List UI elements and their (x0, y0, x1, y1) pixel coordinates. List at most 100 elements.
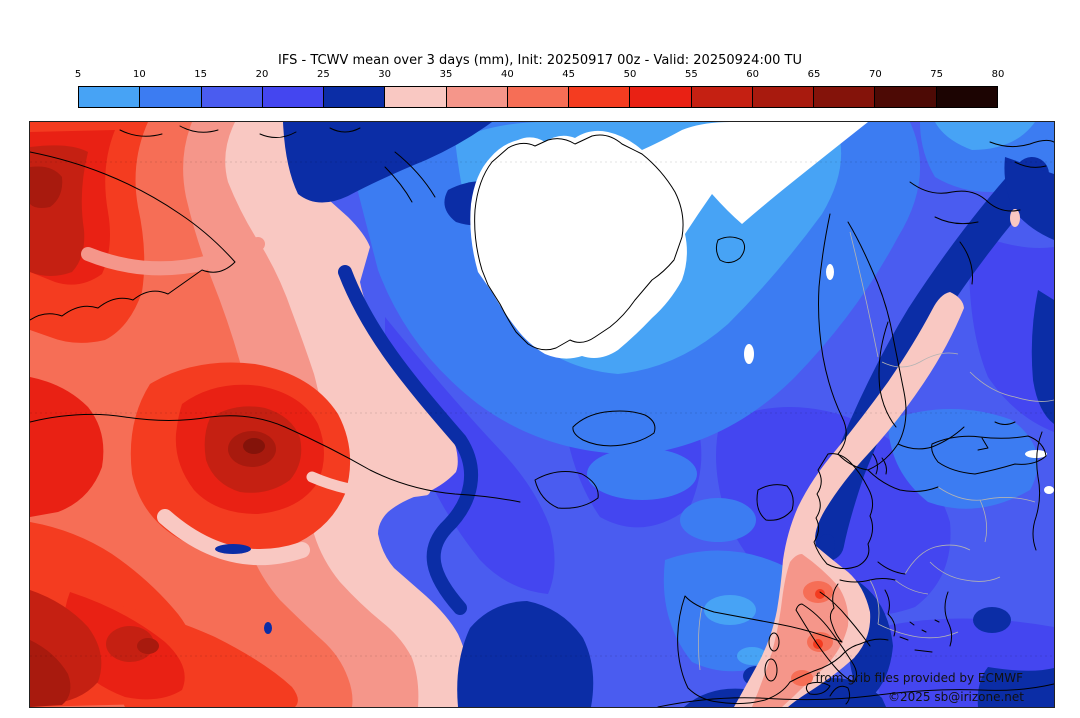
navy-dot-in-red (264, 622, 272, 634)
coast-france-channel (829, 561, 906, 643)
coast-labrador (30, 151, 236, 321)
white-caucasus-spot (1025, 450, 1047, 458)
navy-right-edge-sliver (1031, 290, 1054, 424)
colorbar-tick-65: 65 (807, 69, 821, 80)
colorbar-tick-15: 15 (194, 69, 208, 80)
graticule (30, 161, 1054, 657)
coast-st-lawrence (30, 413, 521, 503)
white-scandes-spot (744, 344, 754, 364)
field-6065-nw-spot (30, 166, 63, 208)
colorbar-tick-60: 60 (746, 69, 760, 80)
greenland-arctic-white (470, 122, 868, 359)
border-balkans (877, 623, 959, 639)
colorbar-segment-50-55 (630, 87, 692, 107)
white-norway-spot (826, 264, 834, 280)
colorbar-segment-5-10 (79, 87, 141, 107)
coastlines (30, 125, 1054, 707)
colorbar-tick-30: 30 (378, 69, 392, 80)
colorbar-segment-20-25 (262, 87, 325, 107)
navy-se-corner (977, 667, 1054, 707)
colorbar-tick-25: 25 (316, 69, 330, 80)
field-6065-spot (137, 638, 159, 654)
navy-anatolia-patch (973, 607, 1011, 633)
field-6065-sw-corner (30, 640, 71, 707)
colorbar-segment-35-40 (446, 87, 508, 107)
colorbar-segment-45-50 (569, 87, 631, 107)
colorbar-tick-10: 10 (132, 69, 146, 80)
colorbar-segment-10-15 (140, 87, 202, 107)
coast-arctic-islands (119, 125, 436, 203)
border-central-europe (894, 579, 929, 595)
colorbar-tick-55: 55 (684, 69, 698, 80)
field-0510-spain-spot (704, 595, 756, 625)
coast-turkey-west (944, 591, 953, 647)
white-caucasus-spot2 (1044, 486, 1054, 494)
coast-sicily (805, 681, 831, 695)
border-russia-west (969, 371, 1054, 402)
swirl-pink-arc2 (306, 471, 431, 499)
navy-right-band-head (1004, 157, 1054, 240)
plume-pink-spot-north (1010, 209, 1020, 227)
coast-ireland (756, 484, 794, 521)
border-finland-russia (881, 352, 959, 368)
page-title: IFS - TCWV mean over 3 days (mm), Init: … (278, 53, 802, 68)
coast-riviera (859, 638, 889, 645)
colorbar-tick-75: 75 (930, 69, 944, 80)
tcwv-field (30, 122, 1054, 707)
border-germany-poland (904, 544, 971, 575)
border-baltics-russia (937, 486, 1036, 503)
colorbar-segment-30-35 (385, 87, 447, 107)
colorbar-tick-50: 50 (623, 69, 637, 80)
colorbar-segment-75-80 (936, 87, 997, 107)
coast-greece-aegean (884, 589, 940, 653)
colorbar-segment-70-75 (875, 87, 937, 107)
navy-bottom-mass (457, 601, 594, 707)
border-ukraine (929, 561, 1001, 582)
coast-italy (795, 603, 858, 683)
coast-novaya-zemlya (989, 139, 1054, 168)
coast-great-britain (813, 453, 874, 570)
coast-caspian (1032, 431, 1043, 551)
field-5055-west (30, 377, 104, 517)
colorbar-tick-70: 70 (868, 69, 882, 80)
colorbar-tick-20: 20 (255, 69, 269, 80)
coast-denmark (872, 453, 887, 475)
navy-right-band (810, 157, 1049, 561)
plume-4550-dot1 (815, 589, 825, 599)
colorbar-segment-65-70 (814, 87, 876, 107)
colorbar-tick-35: 35 (439, 69, 453, 80)
colorbar-ticks: 5 10 15 20 25 30 35 40 45 50 55 60 65 70 75 80 (74, 69, 1005, 82)
field-1015-black-sea (888, 409, 1038, 509)
coast-north-africa (657, 683, 1054, 707)
colorbar (78, 86, 998, 108)
colorbar-tick-80: 80 (991, 69, 1005, 80)
border-caucasus (979, 499, 988, 543)
field-1015-south-iceland (587, 448, 697, 500)
coast-corsica (768, 632, 780, 652)
coast-greenland (474, 134, 684, 351)
map-frame: from grib files provided by ECMWF ©2025 … (29, 121, 1055, 708)
coast-newfoundland (534, 471, 599, 509)
cyclone-core-65-70 (243, 438, 265, 454)
colorbar-segment-60-65 (752, 87, 815, 107)
navy-sliver-in-red (215, 544, 251, 554)
field-2025-russia (969, 232, 1054, 432)
field-0510-arctic (935, 122, 1035, 150)
country-borders (698, 231, 1054, 671)
border-france-alps (869, 579, 880, 625)
coast-iceland (572, 410, 656, 447)
coast-svalbard (715, 236, 746, 264)
coast-white-sea (909, 181, 1021, 285)
tcwv-map (30, 122, 1054, 707)
colorbar-tick-40: 40 (500, 69, 514, 80)
colorbar-segment-15-20 (201, 87, 263, 107)
attribution-ecmwf: from grib files provided by ECMWF (815, 671, 1023, 685)
coast-iberia (677, 595, 861, 705)
border-norway-sweden (849, 231, 879, 358)
field-1015-sw-ireland (680, 498, 756, 542)
navy-main-front (338, 265, 478, 615)
border-portugal-spain (698, 605, 703, 671)
colorbar-tick-5: 5 (74, 69, 82, 80)
coast-black-sea (931, 435, 1047, 475)
